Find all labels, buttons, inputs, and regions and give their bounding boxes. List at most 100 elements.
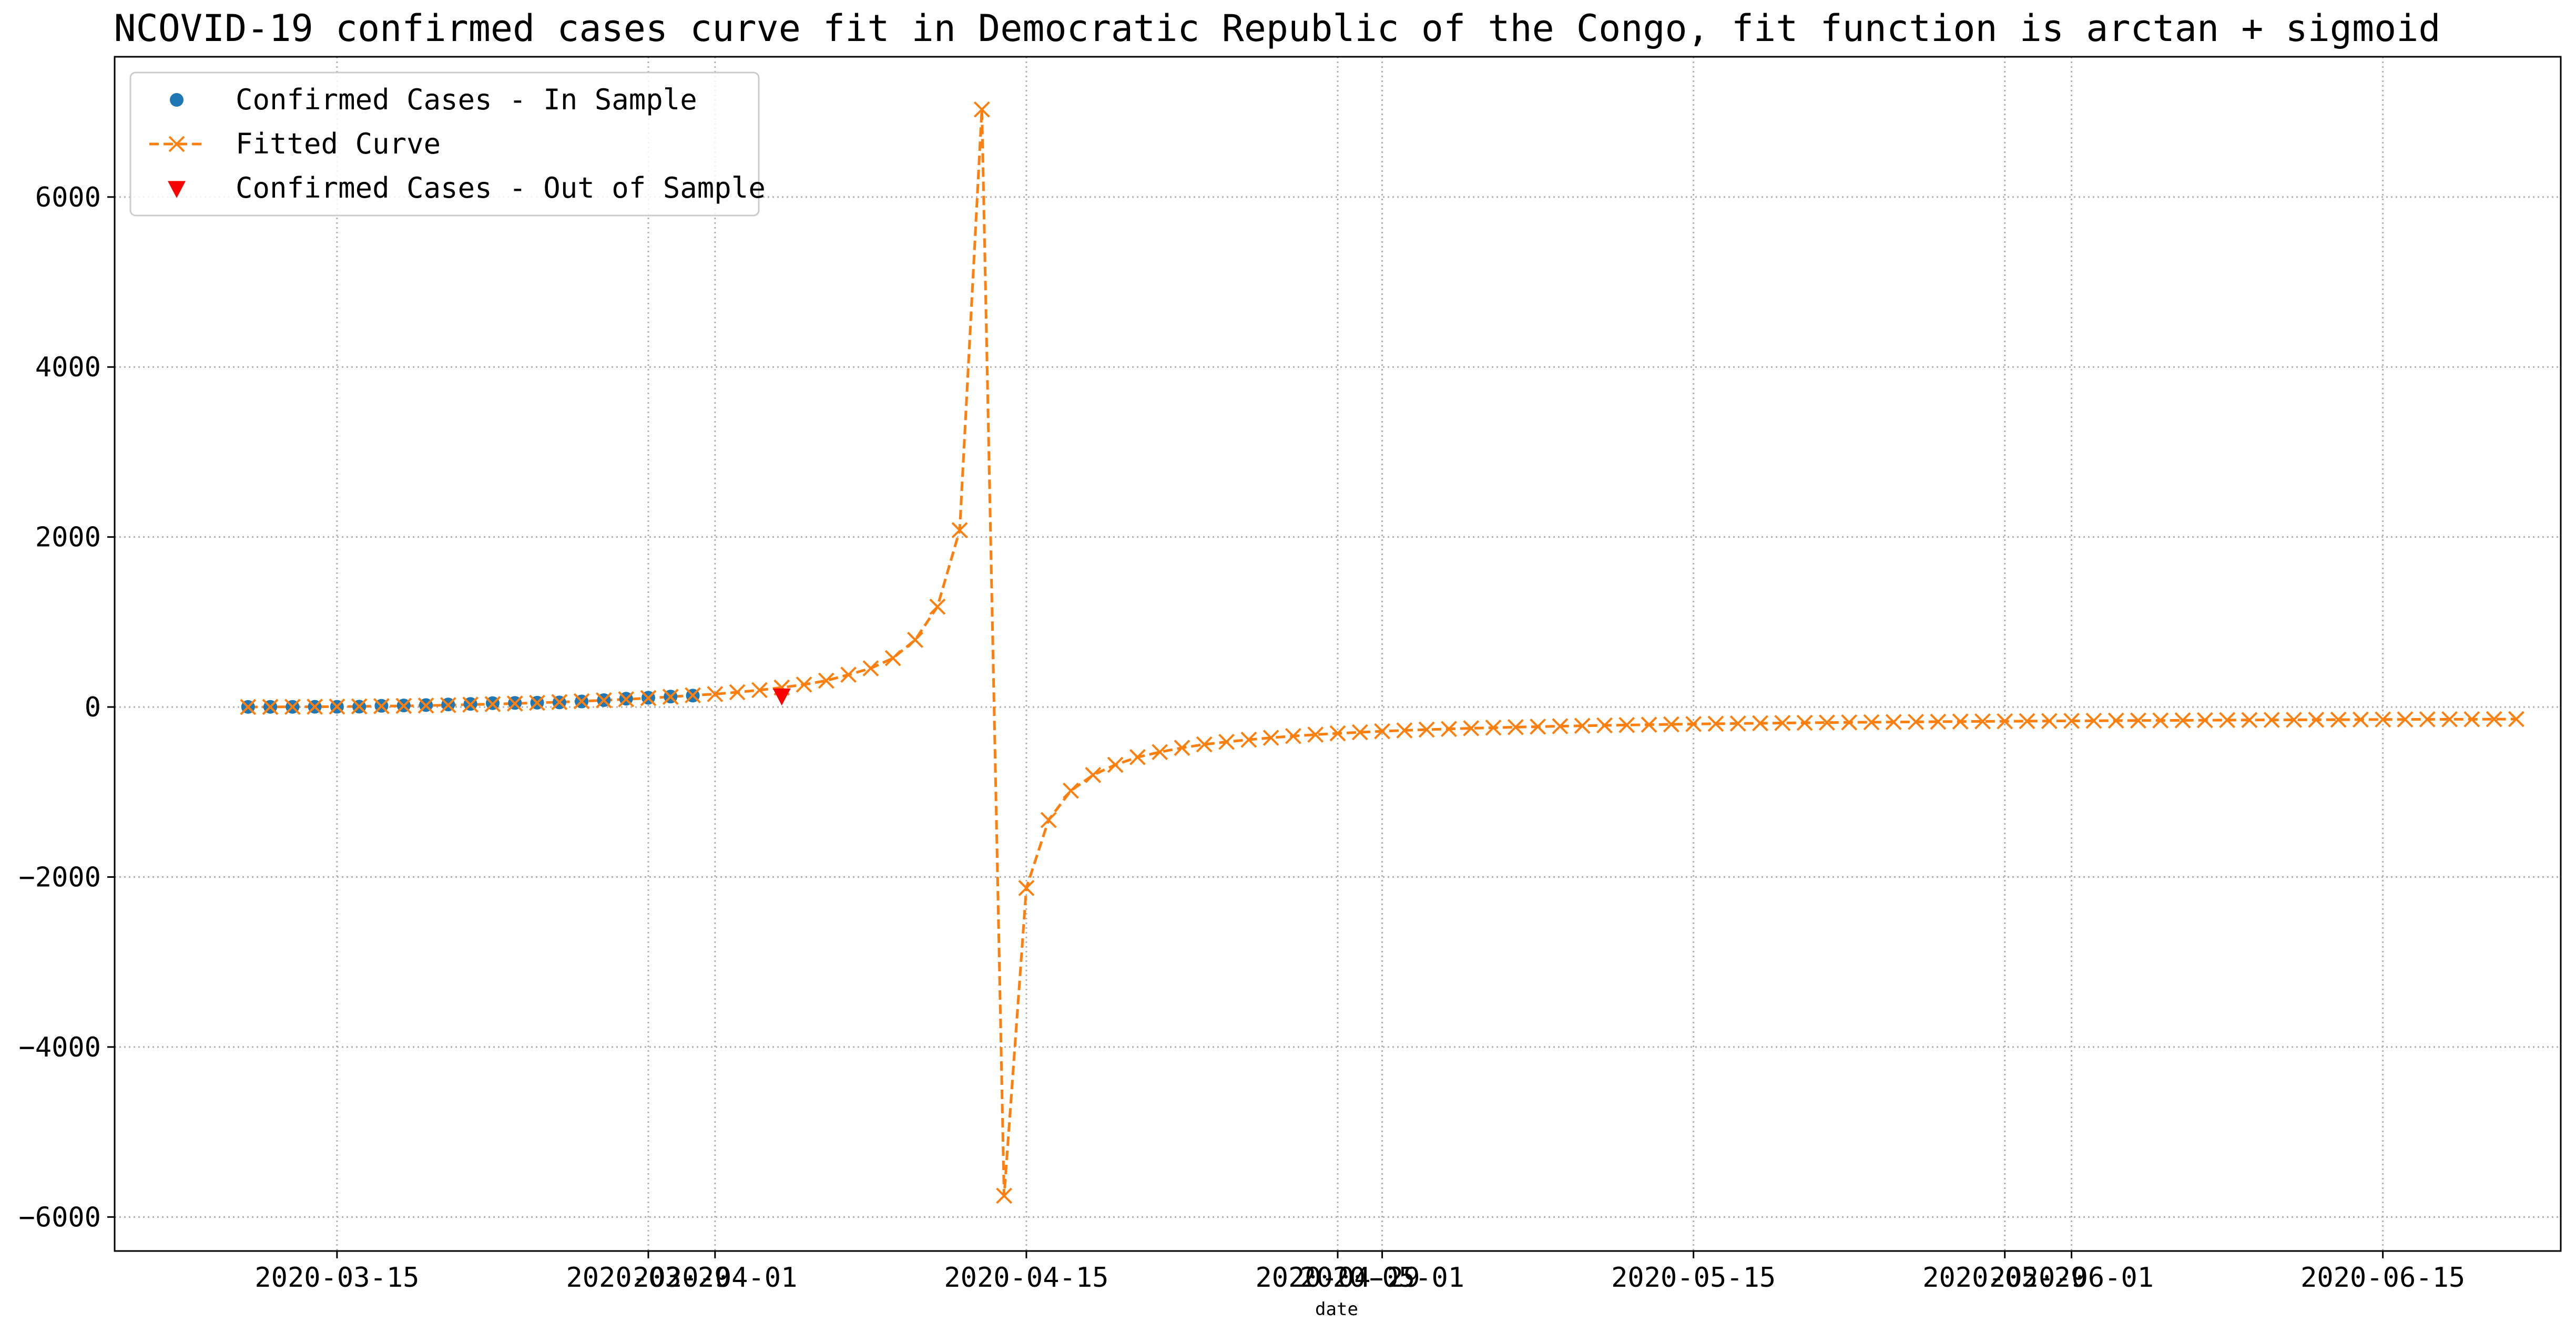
- fitted-point: [2107, 712, 2124, 729]
- fitted-point: [1485, 719, 1502, 736]
- fitted-point: [2352, 711, 2369, 728]
- fitted-point: [351, 698, 368, 715]
- x-tick-label: 2020-06-15: [2300, 1262, 2465, 1294]
- fitted-point: [685, 687, 701, 704]
- x-axis-label: date: [1315, 1299, 1358, 1320]
- fitted-point: [573, 693, 590, 710]
- fitted-point: [2241, 712, 2258, 729]
- fitted-point: [1796, 714, 1813, 731]
- fitted-point: [1040, 812, 1057, 828]
- fitted-point: [529, 694, 545, 711]
- fitted-point: [1018, 880, 1035, 896]
- fitted-point: [551, 694, 568, 711]
- fitted-point: [840, 666, 857, 683]
- fitted-point: [1685, 715, 1702, 732]
- fitted-point: [1997, 713, 2013, 730]
- fitted-point: [707, 686, 724, 702]
- x-tick-label: 2020-04-15: [944, 1262, 1108, 1294]
- fitted-point: [1085, 767, 1102, 783]
- fitted-point: [2063, 713, 2080, 729]
- y-tick-label: 2000: [35, 522, 101, 553]
- fitted-point: [1307, 726, 1324, 743]
- fitted-point: [1240, 731, 1257, 748]
- fitted-point: [484, 696, 501, 712]
- fitted-point: [1262, 730, 1279, 746]
- x-tick-label: 2020-03-15: [254, 1262, 419, 1294]
- y-tick-label: −4000: [18, 1032, 101, 1063]
- y-tick-label: 4000: [35, 352, 101, 383]
- fitted-point: [929, 598, 946, 615]
- fitted-point: [329, 698, 345, 715]
- fitted-point: [1418, 721, 1435, 738]
- fitted-point: [1530, 719, 1546, 735]
- y-tick-label: 6000: [35, 182, 101, 213]
- y-tick-label: −6000: [18, 1202, 101, 1233]
- fitted-point: [796, 676, 812, 693]
- x-tick-label: 2020-04-29: [1255, 1262, 1420, 1294]
- fitted-point: [284, 699, 301, 715]
- fitted-point: [1885, 714, 1902, 731]
- fitted-point: [751, 682, 768, 699]
- fitted-point: [1152, 744, 1168, 761]
- fitted-point: [1507, 719, 1524, 735]
- plot-frame: [114, 56, 2562, 1252]
- fitted-point: [1574, 717, 1591, 734]
- fitted-point: [418, 697, 434, 714]
- x-tick-label: 2020-05-15: [1611, 1262, 1776, 1294]
- y-tick-label: −2000: [18, 862, 101, 893]
- legend-out-of-sample-marker: [168, 181, 186, 198]
- fitted-point: [1641, 716, 1657, 733]
- legend-label: Fitted Curve: [236, 127, 441, 160]
- fitted-point: [1351, 724, 1368, 741]
- legend-label: Confirmed Cases - Out of Sample: [236, 171, 766, 204]
- fitted-point: [395, 698, 412, 714]
- fitted-point: [373, 698, 390, 714]
- out-of-sample-point: [772, 688, 791, 706]
- fitted-point: [1218, 733, 1235, 750]
- fitted-point: [2508, 711, 2524, 727]
- legend-label: Confirmed Cases - In Sample: [236, 83, 697, 116]
- fitted-point: [640, 690, 657, 706]
- fitted-point: [2085, 712, 2102, 729]
- fitted-point: [1441, 721, 1457, 737]
- x-tick-label: 2020-05-29: [1922, 1262, 2087, 1294]
- fitted-point: [2152, 712, 2169, 729]
- fitted-point: [884, 650, 901, 666]
- legend: Confirmed Cases - In Sample Fitted Curve C…: [129, 71, 766, 217]
- fitted-point: [1596, 717, 1613, 734]
- fitted-point: [2486, 711, 2502, 727]
- in-sample-point: [170, 93, 184, 107]
- fitted-point: [1974, 713, 1991, 730]
- fitted-point: [506, 695, 523, 712]
- legend-fitted-marker: [168, 136, 185, 152]
- fitted-point: [1285, 727, 1301, 744]
- fitted-point: [1174, 740, 1190, 756]
- fitted-point: [662, 689, 679, 705]
- fitted-point: [1774, 715, 1791, 731]
- fitted-point: [2174, 712, 2191, 729]
- fitted-point: [2019, 713, 2035, 730]
- x-tick-label: 2020-06-01: [1989, 1262, 2154, 1294]
- chart-title: NCOVID-19 confirmed cases curve fit in D…: [114, 7, 2440, 50]
- x-tick-label: 2020-05-01: [1300, 1262, 1464, 1294]
- fitted-point: [2286, 712, 2302, 728]
- x-tick-label: 2020-03-29: [566, 1262, 730, 1294]
- fitted-point: [1663, 716, 1679, 733]
- fitted-point: [1063, 782, 1079, 799]
- fitted-point: [307, 699, 323, 715]
- fitted-point: [1129, 749, 1146, 765]
- fitted-point: [951, 522, 968, 539]
- fitted-point: [1952, 713, 1969, 730]
- fitted-point: [1463, 720, 1480, 736]
- fitted-point: [2419, 711, 2436, 727]
- fitted-point: [240, 699, 257, 715]
- fitted-point: [262, 699, 279, 715]
- fitted-point: [2308, 711, 2325, 728]
- fitted-point: [862, 660, 879, 676]
- fitted-point: [1908, 713, 1924, 730]
- y-tick-label: 0: [85, 692, 101, 723]
- fitted-point: [907, 631, 923, 648]
- fitted-point: [2219, 712, 2236, 729]
- fitted-point: [2130, 712, 2146, 729]
